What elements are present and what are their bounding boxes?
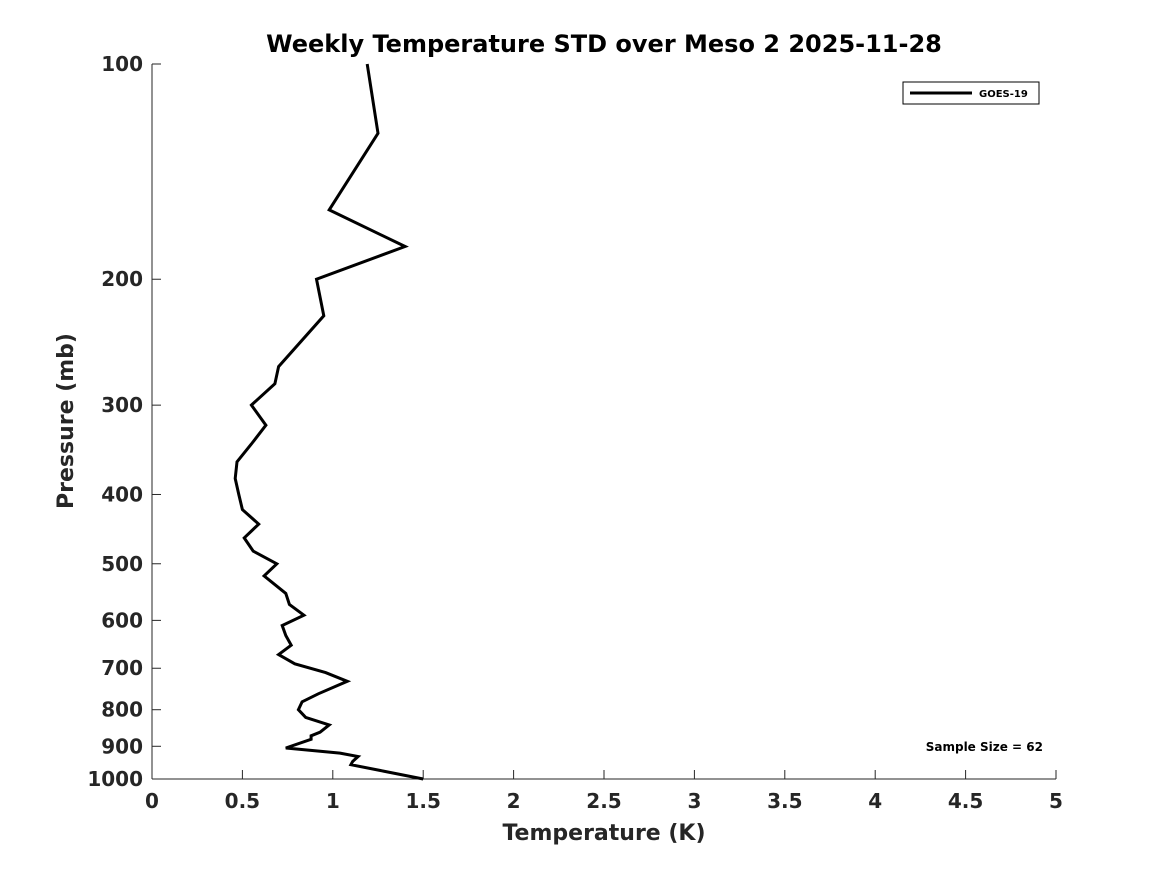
x-tick-label: 0 [145,789,159,813]
x-tick-label: 1.5 [405,789,440,813]
series-line-goes-19 [233,63,424,781]
x-axis-label: Temperature (K) [502,821,705,846]
y-tick-label: 800 [101,698,143,722]
x-tick-label: 3.5 [767,789,802,813]
legend: GOES-19 [902,81,1040,105]
axis-ticks: 0 0.5 1 1.5 2 2.5 3 3.5 4 4.5 5 100 200 300 400 500 600 7… [87,52,1063,813]
series-layer [233,63,424,781]
x-tick-label: 2.5 [586,789,621,813]
x-tick-label: 2 [507,789,521,813]
y-tick-label: 500 [101,552,143,576]
y-tick-label: 300 [101,393,143,417]
sample-size-annotation: Sample Size = 62 [926,740,1043,754]
plot-axes [151,64,1056,780]
y-tick-label: 700 [101,656,143,680]
y-tick-label: 900 [101,734,143,758]
y-tick-label: 600 [101,608,143,632]
y-tick-label: 400 [101,482,143,506]
x-tick-label: 0.5 [225,789,260,813]
x-tick-label: 1 [326,789,340,813]
x-tick-label: 3 [687,789,701,813]
x-tick-label: 5 [1049,789,1063,813]
chart-title: Weekly Temperature STD over Meso 2 2025-… [266,30,942,58]
y-tick-label: 1000 [87,767,143,791]
x-tick-label: 4 [868,789,882,813]
x-tick-label: 4.5 [948,789,983,813]
y-tick-label: 200 [101,267,143,291]
y-tick-label: 100 [101,52,143,76]
y-axis-label: Pressure (mb) [54,333,79,509]
legend-label: GOES-19 [979,89,1028,100]
